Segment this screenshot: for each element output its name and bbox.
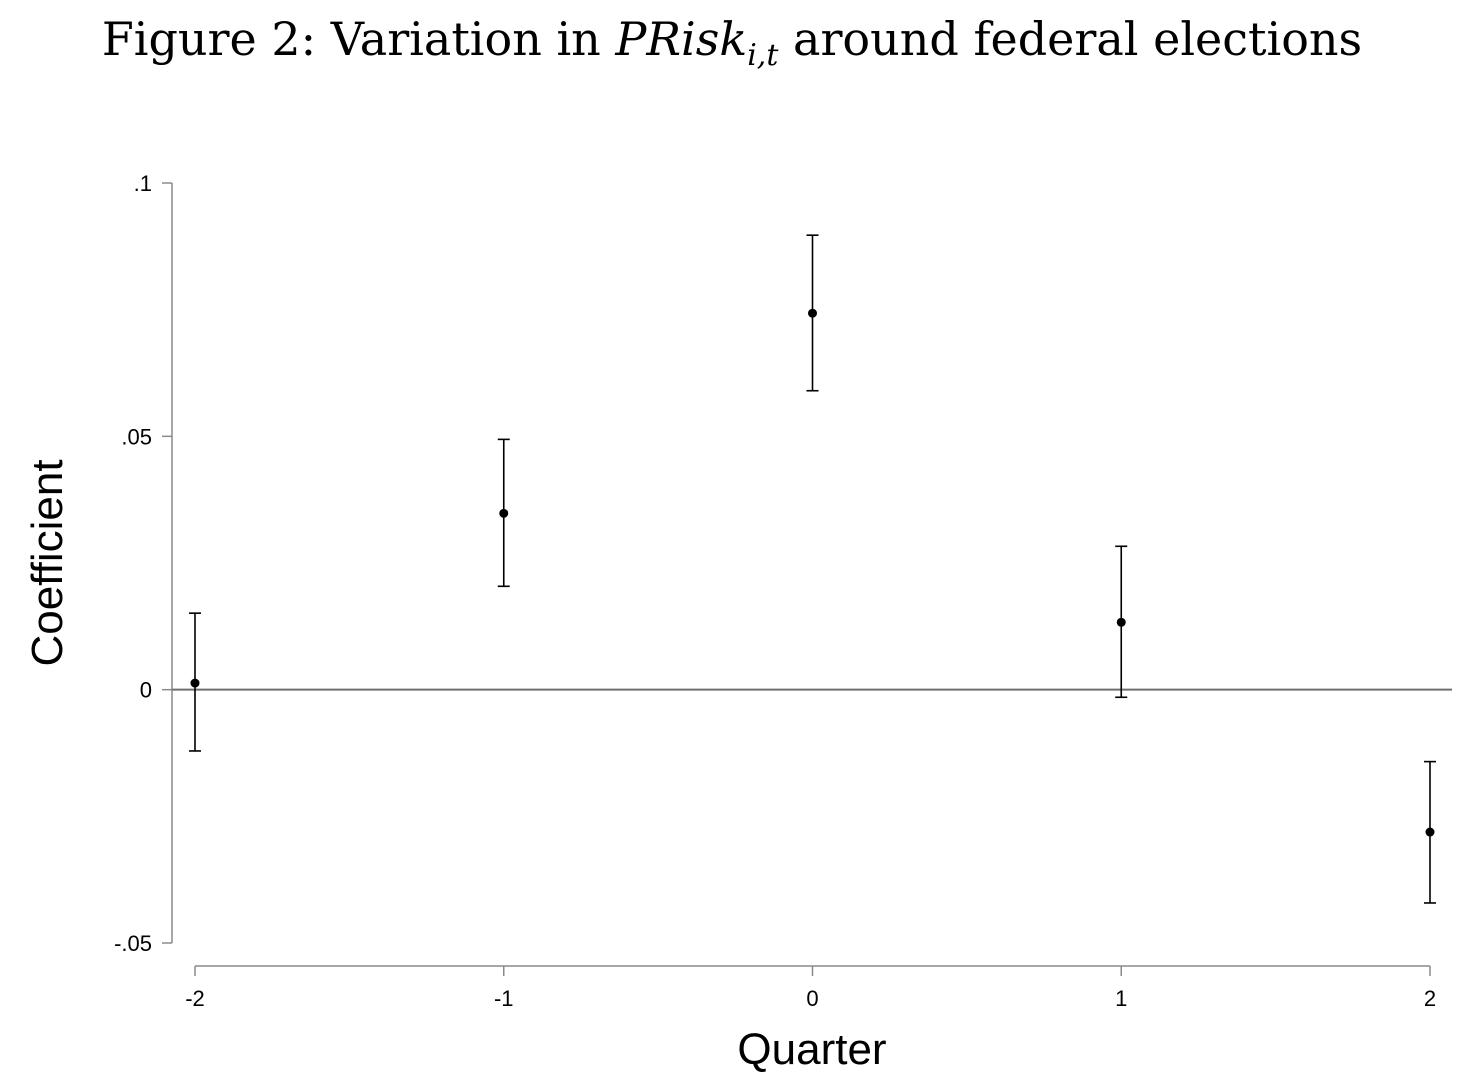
figure-title-suffix: around federal elections [778, 12, 1363, 66]
coefficient-point [808, 308, 817, 318]
coefficient-point [1116, 617, 1126, 627]
figure-title: Figure 2: Variation in PRiski,t around f… [0, 12, 1464, 73]
x-tick-label: 0 [806, 986, 818, 1011]
plot-area [172, 234, 1452, 904]
axes: -.05 0 .05 .1 -2 -1 0 1 2 [114, 171, 1436, 1011]
y-tick-label: .05 [121, 424, 152, 449]
y-axis-title: Coefficient [23, 459, 72, 666]
x-tick-label: -2 [185, 986, 205, 1011]
coefficient-point [1425, 827, 1435, 837]
x-axis-title: Quarter [737, 1025, 886, 1074]
figure-title-prefix: Figure 2: Variation in [101, 12, 616, 66]
figure-title-subscript: i,t [747, 38, 779, 73]
y-tick-label: -.05 [114, 931, 152, 956]
x-tick-label: 1 [1115, 986, 1127, 1011]
y-tick-label: .1 [134, 171, 152, 196]
x-tick-label: -1 [494, 986, 514, 1011]
y-tick-label: 0 [140, 678, 152, 703]
coefficient-point [190, 678, 200, 688]
x-tick-label: 2 [1424, 986, 1436, 1011]
coefficient-point [499, 508, 509, 518]
figure-title-math: PRisk [615, 12, 748, 66]
